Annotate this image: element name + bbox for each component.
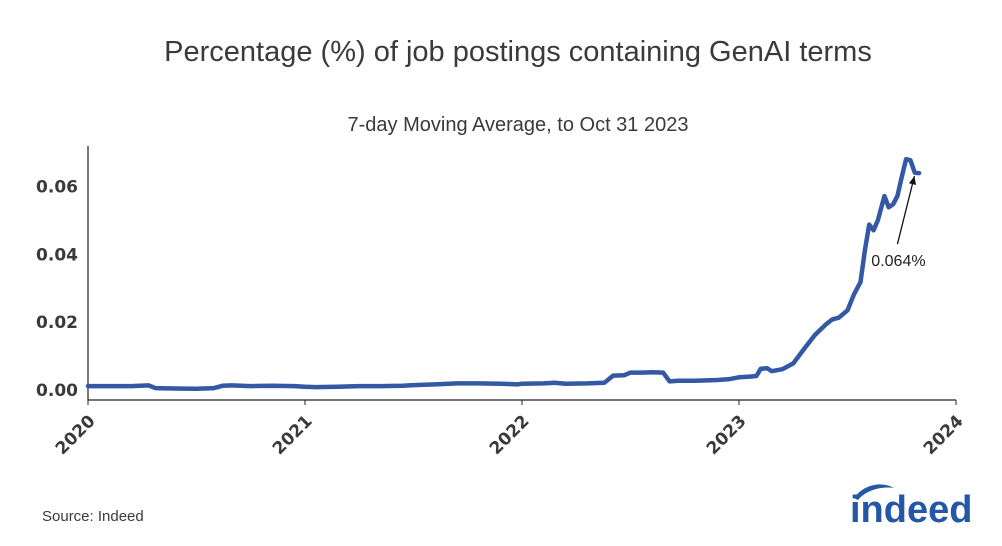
y-tick-label: 0.00 [36,381,78,401]
y-axis-ticks: 0.00 0.02 0.04 0.06 [36,178,78,401]
x-tick-label: 2020 [52,411,100,459]
indeed-logo: indeed [850,484,972,528]
chart-title: Percentage (%) of job postings containin… [164,36,872,68]
y-tick-label: 0.02 [36,313,78,333]
annotation-arrow [896,175,916,245]
x-tick-label: 2023 [703,411,751,459]
x-tick-label: 2024 [920,411,968,459]
annotation-arrowhead [908,176,916,185]
logo-text: indeed [850,489,972,528]
chart-subtitle: 7-day Moving Average, to Oct 31 2023 [347,114,689,136]
indeed-logo-icon [854,484,894,500]
series-line [85,156,922,392]
y-tick-label: 0.06 [36,178,78,198]
annotation-label: 0.064% [871,253,925,270]
y-tick-label: 0.04 [36,245,78,265]
x-tick-label: 2021 [269,411,317,459]
x-axis-ticks: 2020 2021 2022 2023 2024 [52,400,968,459]
x-tick-label: 2022 [486,411,534,459]
annotation: 0.064% [871,175,926,270]
source-note: Source: Indeed [42,508,144,525]
